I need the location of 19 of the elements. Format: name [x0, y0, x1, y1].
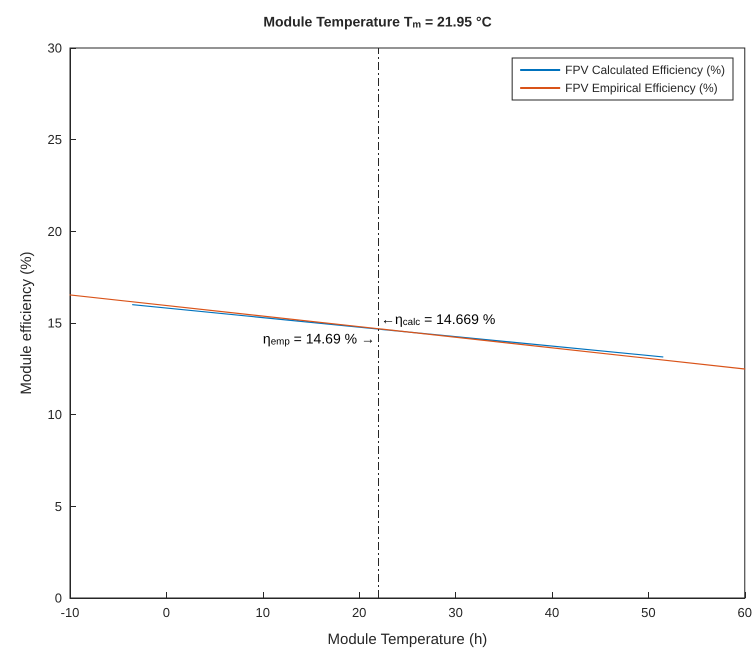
- y-tick-label: 20: [48, 224, 62, 239]
- legend-label: FPV Empirical Efficiency (%): [565, 81, 718, 95]
- y-tick-label: 5: [54, 498, 62, 514]
- legend-label: FPV Calculated Efficiency (%): [565, 63, 726, 77]
- x-tick-label: -10: [60, 605, 80, 620]
- x-tick-label: 60: [738, 605, 752, 620]
- y-tick-label: 25: [48, 132, 62, 148]
- x-tick-label: 20: [352, 605, 366, 620]
- x-tick-label: 30: [448, 605, 463, 620]
- y-tick-label: 15: [48, 316, 62, 330]
- y-axis-title: Module efficiency (%): [18, 251, 35, 395]
- y-tick-label: 10: [48, 407, 62, 422]
- y-tick-label: 0: [54, 590, 62, 606]
- x-axis-title: Module Temperature (h): [327, 631, 488, 648]
- x-tick-label: 10: [256, 605, 270, 620]
- x-tick-label: 50: [641, 605, 656, 620]
- x-tick-label: 40: [544, 605, 560, 620]
- x-tick-label: 0: [162, 605, 170, 620]
- y-tick-label: 30: [48, 40, 62, 56]
